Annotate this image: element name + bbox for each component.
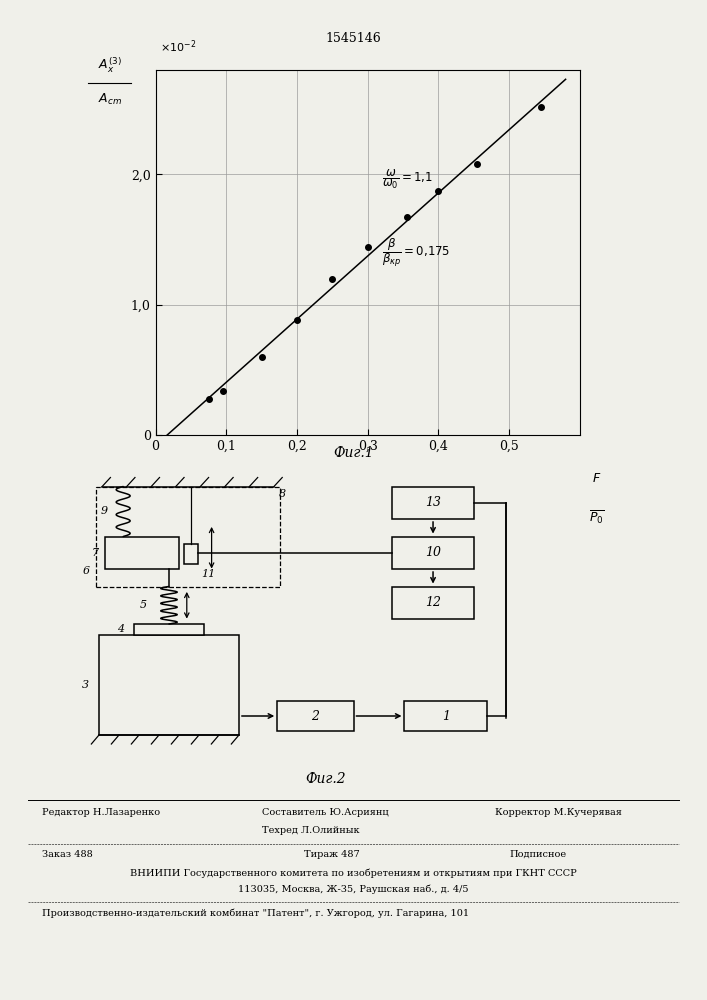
Text: Редактор Н.Лазаренко: Редактор Н.Лазаренко — [42, 808, 160, 817]
Bar — [96, 487, 281, 586]
Text: 113035, Москва, Ж-35, Раушская наб., д. 4/5: 113035, Москва, Ж-35, Раушская наб., д. … — [238, 884, 469, 894]
Text: 9: 9 — [100, 506, 107, 516]
Bar — [277, 701, 354, 731]
Text: Производственно-издательский комбинат "Патент", г. Ужгород, ул. Гагарина, 101: Производственно-издательский комбинат "П… — [42, 908, 469, 918]
Text: $A_{cm}$: $A_{cm}$ — [98, 92, 122, 107]
Text: Составитель Ю.Асриянц: Составитель Ю.Асриянц — [262, 808, 388, 817]
Text: 3: 3 — [82, 680, 90, 690]
Text: Техред Л.Олийнык: Техред Л.Олийнык — [262, 826, 359, 835]
Text: 12: 12 — [425, 596, 441, 609]
Text: 2: 2 — [311, 710, 320, 722]
Text: $F$: $F$ — [592, 472, 602, 485]
Text: Подписное: Подписное — [509, 850, 566, 859]
Bar — [99, 635, 239, 735]
Text: 11: 11 — [201, 569, 215, 579]
Bar — [105, 536, 179, 569]
Bar — [392, 487, 474, 519]
Text: 7: 7 — [92, 548, 99, 558]
Text: $A_x^{(3)}$: $A_x^{(3)}$ — [98, 56, 122, 75]
Text: $\times 10^{-2}$: $\times 10^{-2}$ — [160, 39, 196, 55]
Bar — [392, 536, 474, 569]
Bar — [134, 624, 204, 635]
Bar — [392, 586, 474, 619]
Text: 1: 1 — [442, 710, 450, 722]
Text: Заказ 488: Заказ 488 — [42, 850, 93, 859]
Text: ВНИИПИ Государственного комитета по изобретениям и открытиям при ГКНТ СССР: ВНИИПИ Государственного комитета по изоб… — [130, 868, 577, 878]
Text: Тираж 487: Тираж 487 — [304, 850, 360, 859]
Text: Фиг.2: Фиг.2 — [305, 772, 346, 786]
Text: 1545146: 1545146 — [326, 32, 381, 45]
Text: 8: 8 — [279, 489, 286, 499]
Text: 6: 6 — [82, 566, 90, 576]
Text: Фиг.1: Фиг.1 — [333, 446, 374, 460]
Text: 4: 4 — [117, 624, 124, 635]
Text: $\dfrac{\omega}{\omega_0}=1{,}1$: $\dfrac{\omega}{\omega_0}=1{,}1$ — [382, 168, 433, 191]
Text: Корректор М.Кучерявая: Корректор М.Кучерявая — [495, 808, 621, 817]
Text: 10: 10 — [425, 546, 441, 559]
Text: $\dfrac{\beta}{\beta_{\kappa p}}=0{,}175$: $\dfrac{\beta}{\beta_{\kappa p}}=0{,}175… — [382, 236, 451, 269]
Bar — [404, 701, 487, 731]
Text: $\overline{P_0}$: $\overline{P_0}$ — [589, 508, 604, 526]
Text: 5: 5 — [139, 600, 147, 610]
Bar — [184, 544, 198, 564]
Text: 13: 13 — [425, 496, 441, 509]
